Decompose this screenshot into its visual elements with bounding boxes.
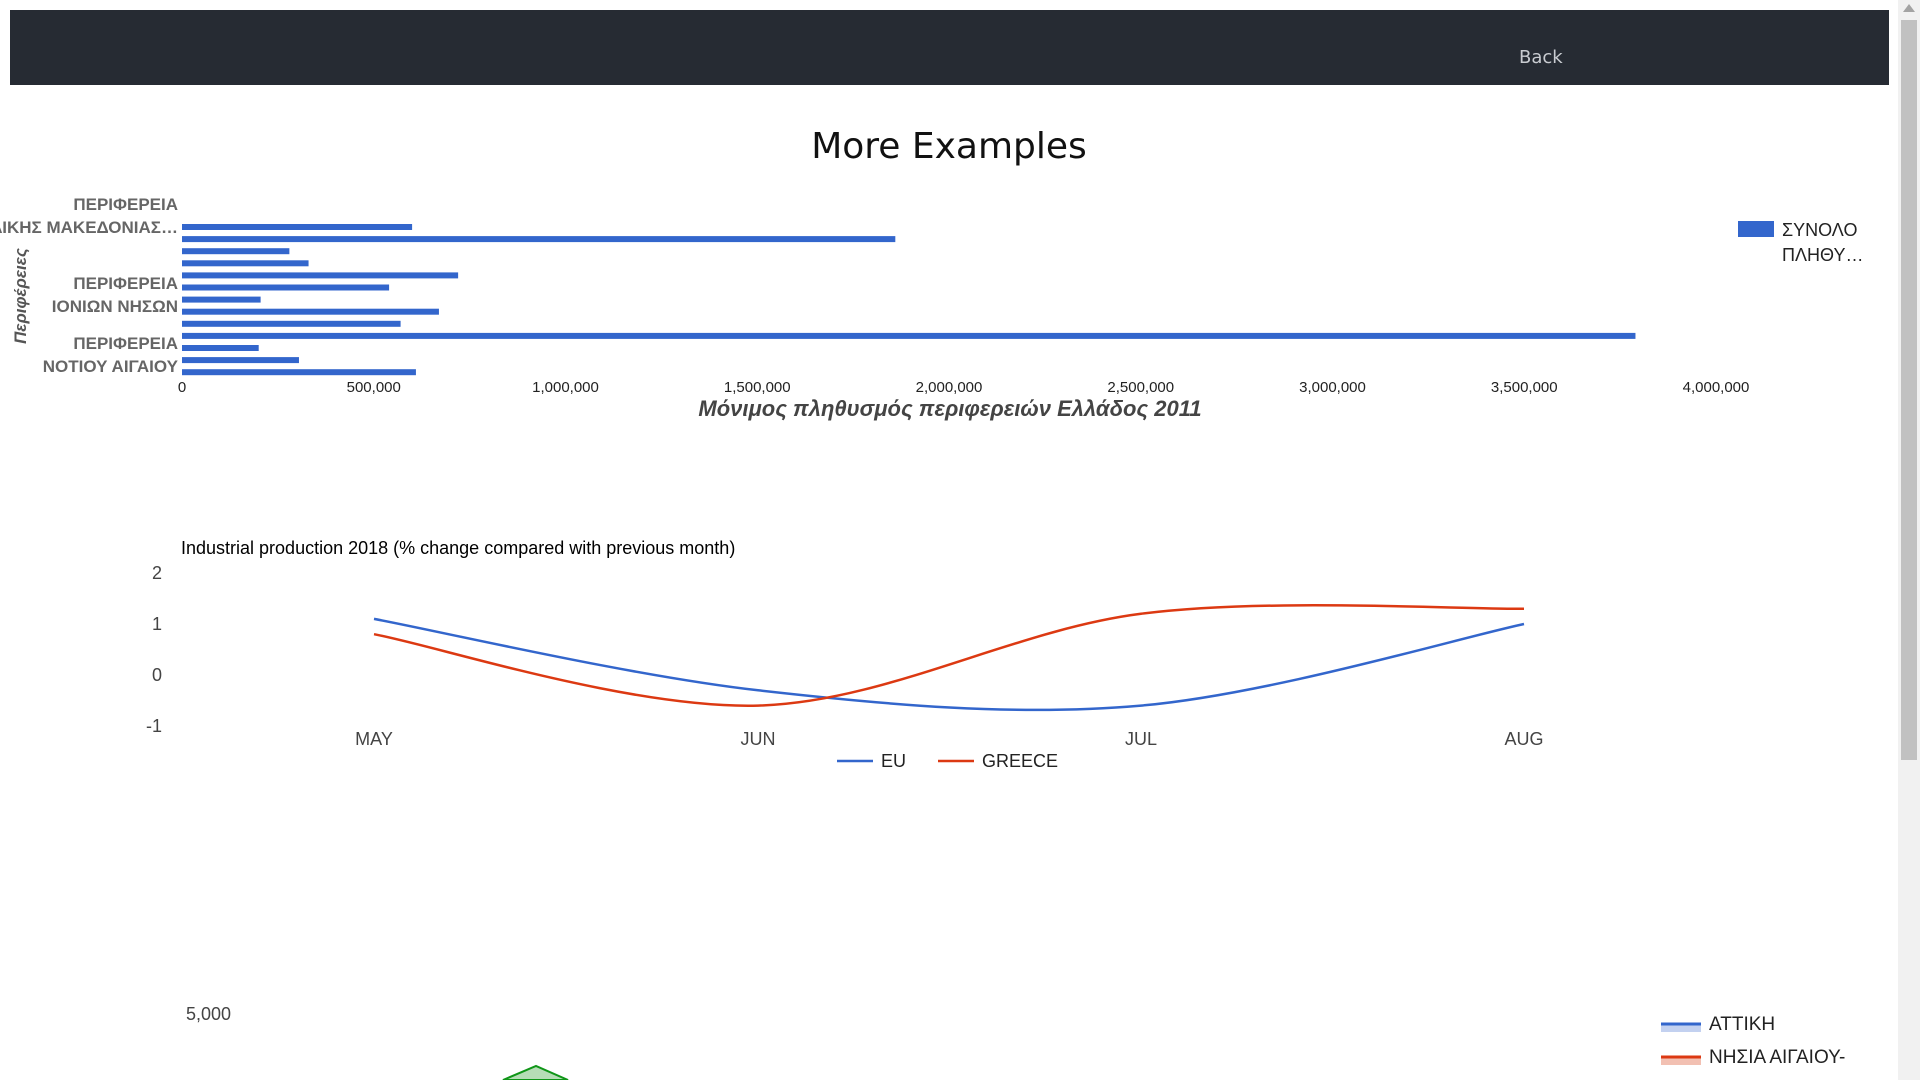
area-peak-shape bbox=[502, 1064, 569, 1080]
line-y-tick-label: 0 bbox=[152, 665, 162, 685]
bar-category-label: ΠΕΡΙΦΕΡΕΙΑ bbox=[73, 334, 178, 353]
line-y-tick-label: 1 bbox=[152, 614, 162, 634]
bar-x-tick-label: 0 bbox=[178, 379, 186, 396]
industrial-production-line-chart: Industrial production 2018 (% change com… bbox=[146, 538, 1544, 771]
bar-legend-line-1: ΣΥΝΟΛΟ bbox=[1782, 220, 1857, 240]
bar-11[interactable] bbox=[182, 357, 299, 364]
bar-y-axis-title: Περιφέρειες bbox=[11, 248, 30, 344]
bar-10[interactable] bbox=[182, 345, 259, 351]
scrollbar-thumb[interactable] bbox=[1901, 20, 1917, 760]
bar-x-tick-label: 4,000,000 bbox=[1683, 379, 1750, 396]
bar-legend-line-2: ΠΛΗΘΥ… bbox=[1782, 245, 1863, 265]
line-series-eu[interactable] bbox=[373, 617, 1525, 712]
legend-aigaio-label: ΝΗΣΙΑ ΑΙΓΑΙΟΥ- bbox=[1709, 1047, 1845, 1068]
population-bar-chart: ΠΕΡΙΦΕΡΕΙΑ ΑΝΑΤΟΛΙΚΗΣ ΜΑΚΕΔΟΝΙΑΣ… ΠΕΡΙΦΕΡΕ… bbox=[0, 195, 1863, 421]
scroll-up-arrow-icon[interactable] bbox=[1903, 4, 1915, 12]
line-series-greece[interactable] bbox=[373, 604, 1525, 707]
line-y-ticks: 2 1 0 -1 bbox=[146, 563, 162, 736]
line-x-tick-label: MAY bbox=[355, 729, 393, 749]
back-link[interactable]: Back bbox=[1519, 47, 1563, 68]
bar-series bbox=[182, 224, 1636, 376]
bar-x-tick-label: 500,000 bbox=[347, 379, 401, 396]
bar-x-tick-label: 3,500,000 bbox=[1491, 379, 1558, 396]
page-title: More Examples bbox=[811, 126, 1087, 167]
bar-x-tick-label: 1,500,000 bbox=[724, 379, 791, 396]
legend-eu-label: EU bbox=[881, 751, 906, 771]
bar-5[interactable] bbox=[182, 284, 390, 291]
bar-category-label: ΙΟΝΙΩΝ ΝΗΣΩΝ bbox=[52, 297, 178, 316]
bar-category-labels: ΠΕΡΙΦΕΡΕΙΑ ΑΝΑΤΟΛΙΚΗΣ ΜΑΚΕΔΟΝΙΑΣ… ΠΕΡΙΦΕΡΕ… bbox=[0, 195, 179, 376]
bar-legend: ΣΥΝΟΛΟ ΠΛΗΘΥ… bbox=[1738, 220, 1863, 265]
bar-6[interactable] bbox=[182, 296, 261, 303]
legend-attiki-fill bbox=[1661, 1024, 1701, 1032]
bar-x-tick-label: 1,000,000 bbox=[532, 379, 599, 396]
bar-8[interactable] bbox=[182, 320, 401, 327]
line-chart-title: Industrial production 2018 (% change com… bbox=[181, 538, 735, 558]
bar-x-tick-label: 2,000,000 bbox=[916, 379, 983, 396]
bar-x-tick-label: 2,500,000 bbox=[1107, 379, 1174, 396]
bar-12[interactable] bbox=[182, 369, 416, 376]
line-x-tick-label: AUG bbox=[1504, 729, 1543, 749]
area-legend: ΑΤΤΙΚΗ ΝΗΣΙΑ ΑΙΓΑΙΟΥ- bbox=[1661, 1014, 1845, 1068]
bar-0[interactable] bbox=[182, 224, 413, 230]
vertical-scrollbar[interactable] bbox=[1898, 0, 1920, 1080]
bar-x-ticks: 0 500,000 1,000,000 1,500,000 2,000,000 2,500… bbox=[178, 379, 1750, 396]
legend-aigaio-fill bbox=[1661, 1057, 1701, 1065]
line-x-ticks: MAY JUN JUL AUG bbox=[355, 729, 1543, 749]
line-y-tick-label: 2 bbox=[152, 563, 162, 583]
bar-4[interactable] bbox=[182, 272, 459, 279]
bar-1[interactable] bbox=[182, 236, 896, 243]
bar-category-label: ΠΕΡΙΦΕΡΕΙΑ bbox=[73, 274, 178, 293]
area-y-tick-top: 5,000 bbox=[186, 1004, 231, 1024]
bar-2[interactable] bbox=[182, 248, 290, 255]
line-legend: EU GREECE bbox=[837, 751, 1058, 771]
bar-7[interactable] bbox=[182, 308, 439, 315]
bar-x-tick-label: 3,000,000 bbox=[1299, 379, 1366, 396]
legend-greece-label: GREECE bbox=[982, 751, 1058, 771]
bar-x-axis-title: Μόνιμος πληθυσμός περιφερειών Ελλάδος 20… bbox=[698, 396, 1201, 421]
bar-3[interactable] bbox=[182, 260, 309, 267]
bar-category-label: ΠΕΡΙΦΕΡΕΙΑ bbox=[73, 195, 178, 214]
bar-category-label: ΑΝΑΤΟΛΙΚΗΣ ΜΑΚΕΔΟΝΙΑΣ… bbox=[0, 218, 178, 237]
bar-category-label: ΝΟΤΙΟΥ ΑΙΓΑΙΟΥ bbox=[43, 357, 179, 376]
bar-legend-swatch bbox=[1738, 221, 1774, 237]
line-y-tick-label: -1 bbox=[146, 716, 162, 736]
navbar: Back bbox=[10, 10, 1889, 85]
legend-attiki-label: ΑΤΤΙΚΗ bbox=[1709, 1014, 1775, 1035]
bar-9[interactable] bbox=[182, 332, 1636, 339]
line-x-tick-label: JUL bbox=[1125, 729, 1157, 749]
line-series-group bbox=[373, 604, 1525, 712]
line-x-tick-label: JUN bbox=[741, 729, 776, 749]
